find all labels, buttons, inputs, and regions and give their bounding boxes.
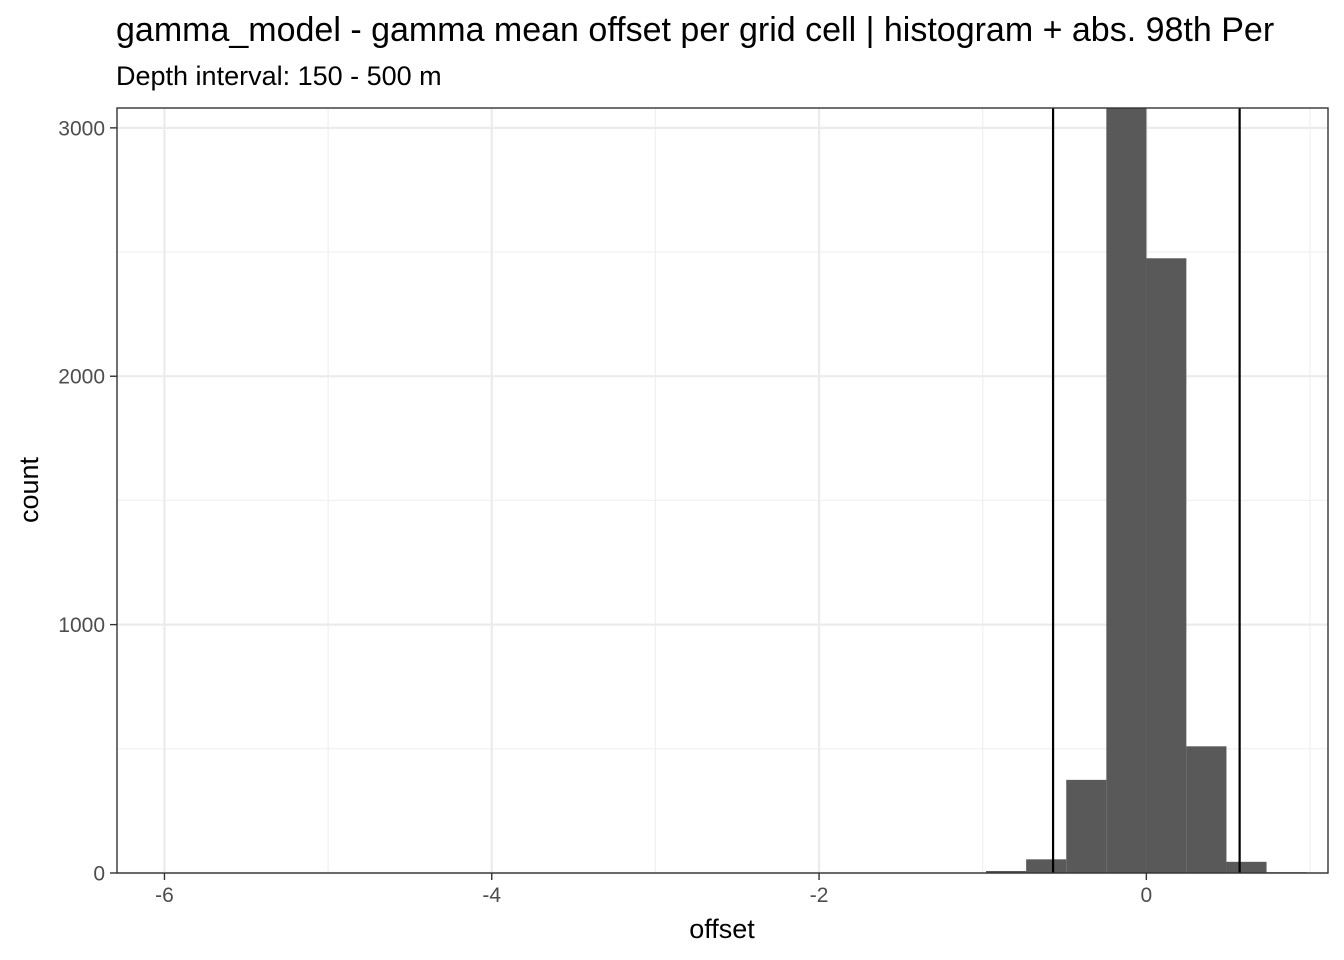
histogram-bar <box>1186 746 1227 873</box>
y-tick-label: 1000 <box>58 614 105 637</box>
histogram-bar <box>1106 108 1147 873</box>
chart-title: gamma_model - gamma mean offset per grid… <box>116 11 1274 49</box>
plot-border <box>116 107 1329 874</box>
histogram-bar <box>1146 258 1187 874</box>
histogram-bar <box>1066 779 1107 873</box>
y-axis: 0 1000 2000 3000 <box>58 117 117 886</box>
histogram-bar <box>986 871 1027 873</box>
y-tick-label: 0 <box>93 863 105 886</box>
x-tick-label: -4 <box>482 884 501 907</box>
x-axis-title: offset <box>689 914 755 944</box>
chart-subtitle: Depth interval: 150 - 500 m <box>116 61 442 91</box>
y-tick-label: 2000 <box>58 366 105 389</box>
x-tick-label: 0 <box>1141 884 1153 907</box>
x-axis: -6 -4 -2 0 <box>155 873 1152 907</box>
histogram-bar <box>1226 861 1267 873</box>
x-tick-label: -6 <box>155 884 174 907</box>
histogram-bars <box>986 108 1307 874</box>
y-axis-title: count <box>14 456 44 523</box>
percentile-lines <box>1051 108 1241 873</box>
histogram-bar <box>1026 859 1067 873</box>
x-tick-label: -2 <box>810 884 829 907</box>
y-tick-label: 3000 <box>58 117 105 140</box>
